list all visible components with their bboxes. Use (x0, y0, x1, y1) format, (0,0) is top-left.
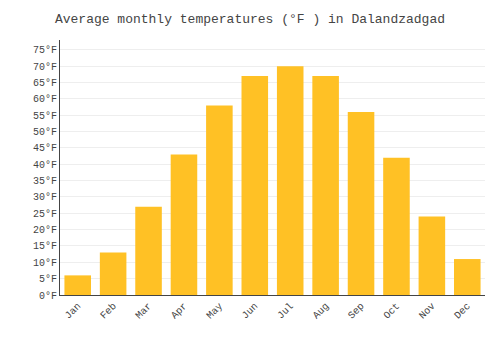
svg-text:75°F: 75°F (33, 45, 57, 56)
svg-text:5°F: 5°F (39, 274, 57, 285)
svg-text:Average monthly temperatures (: Average monthly temperatures (°F ) in Da… (55, 12, 445, 27)
svg-text:50°F: 50°F (33, 127, 57, 138)
svg-text:Mar: Mar (134, 301, 155, 322)
svg-text:35°F: 35°F (33, 176, 57, 187)
svg-text:Sep: Sep (346, 301, 367, 322)
svg-text:Aug: Aug (311, 301, 332, 322)
svg-text:55°F: 55°F (33, 111, 57, 122)
svg-text:60°F: 60°F (33, 94, 57, 105)
svg-text:May: May (205, 301, 226, 322)
svg-text:10°F: 10°F (33, 258, 57, 269)
svg-text:Feb: Feb (98, 301, 119, 322)
svg-text:70°F: 70°F (33, 62, 57, 73)
svg-text:15°F: 15°F (33, 241, 57, 252)
svg-text:45°F: 45°F (33, 143, 57, 154)
svg-text:Jan: Jan (63, 301, 84, 322)
svg-text:Apr: Apr (169, 301, 190, 322)
svg-text:20°F: 20°F (33, 225, 57, 236)
svg-text:Dec: Dec (452, 301, 473, 322)
svg-text:0°F: 0°F (39, 291, 57, 302)
svg-text:Nov: Nov (417, 301, 438, 322)
svg-text:30°F: 30°F (33, 192, 57, 203)
svg-text:25°F: 25°F (33, 209, 57, 220)
svg-text:Oct: Oct (382, 301, 403, 322)
svg-text:65°F: 65°F (33, 78, 57, 89)
svg-text:Jun: Jun (240, 301, 261, 322)
svg-text:40°F: 40°F (33, 160, 57, 171)
svg-text:Jul: Jul (275, 301, 296, 322)
